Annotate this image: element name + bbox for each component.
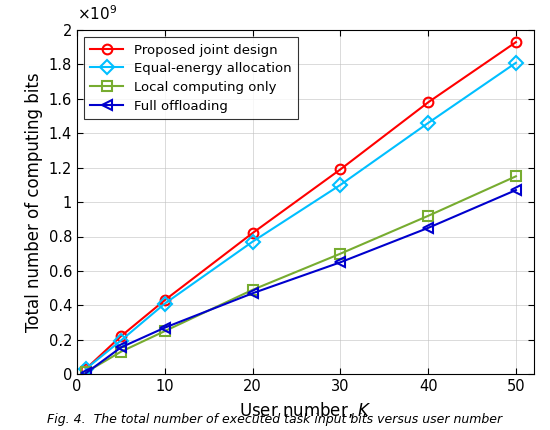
Full offloading: [249, 291, 256, 296]
Proposed joint design: [249, 230, 256, 236]
Full offloading: [118, 345, 124, 350]
Proposed joint design: [118, 334, 124, 339]
Local computing only: [82, 370, 89, 375]
Legend: Proposed joint design, Equal-energy allocation, Local computing only, Full offlo: Proposed joint design, Equal-energy allo…: [84, 37, 298, 120]
Full offloading: [162, 325, 168, 330]
Full offloading: [82, 371, 89, 376]
Proposed joint design: [425, 100, 431, 105]
Equal-energy allocation: [337, 182, 344, 187]
Full offloading: [425, 225, 431, 230]
Equal-energy allocation: [513, 60, 519, 65]
Line: Full offloading: Full offloading: [81, 185, 521, 378]
Proposed joint design: [337, 167, 344, 172]
Y-axis label: Total number of computing bits: Total number of computing bits: [25, 72, 43, 332]
Text: $\times 10^9$: $\times 10^9$: [77, 5, 117, 23]
Full offloading: [513, 187, 519, 193]
Line: Proposed joint design: Proposed joint design: [81, 37, 521, 374]
Equal-energy allocation: [118, 338, 124, 343]
Local computing only: [162, 329, 168, 334]
Local computing only: [249, 287, 256, 292]
Equal-energy allocation: [162, 301, 168, 306]
Equal-energy allocation: [82, 366, 89, 372]
X-axis label: User number, $K$: User number, $K$: [239, 399, 372, 420]
Text: Fig. 4.  The total number of executed task input bits versus user number: Fig. 4. The total number of executed tas…: [47, 413, 503, 426]
Equal-energy allocation: [249, 239, 256, 244]
Equal-energy allocation: [425, 120, 431, 126]
Local computing only: [337, 251, 344, 256]
Line: Local computing only: Local computing only: [81, 172, 521, 377]
Local computing only: [118, 349, 124, 354]
Proposed joint design: [82, 366, 89, 372]
Proposed joint design: [513, 40, 519, 45]
Full offloading: [337, 260, 344, 265]
Proposed joint design: [162, 298, 168, 303]
Local computing only: [513, 174, 519, 179]
Line: Equal-energy allocation: Equal-energy allocation: [81, 58, 521, 374]
Local computing only: [425, 213, 431, 218]
